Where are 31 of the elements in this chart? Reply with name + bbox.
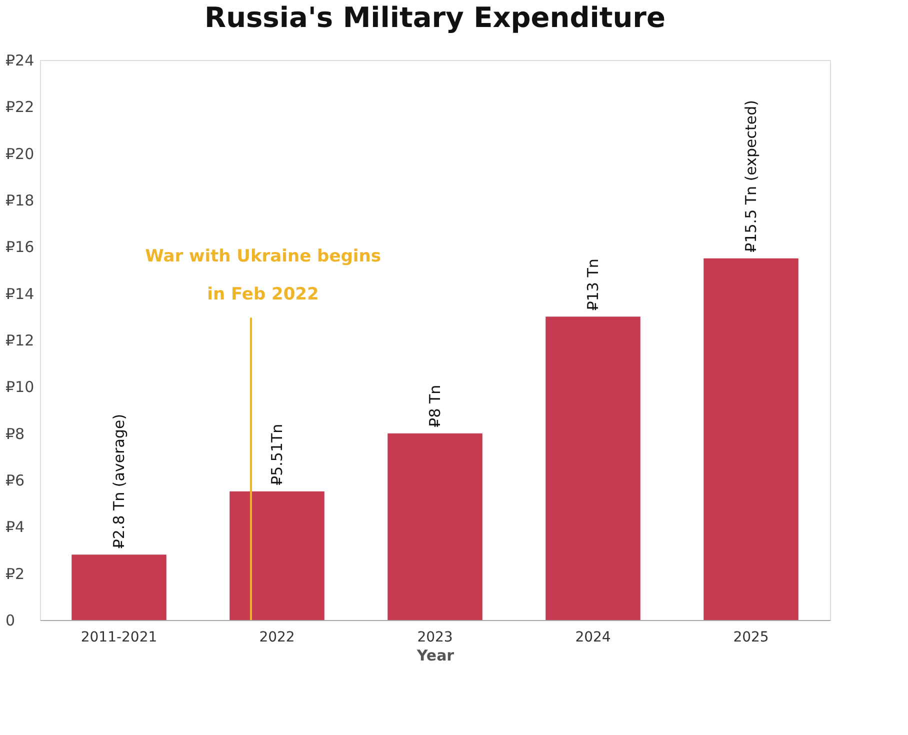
x-tick-label: 2025 (733, 630, 769, 646)
y-tick-label: ₽2 (6, 564, 25, 583)
data-label: ₽13 Tn (584, 258, 602, 311)
bar (388, 433, 482, 620)
x-tick-label: 2023 (417, 630, 453, 646)
x-tick-label: 2024 (575, 630, 611, 646)
ref-line-label: War with Ukraine begins in Feb 2022 (145, 246, 381, 305)
y-tick-label: ₽6 (6, 472, 25, 490)
y-tick-label: ₽4 (6, 518, 25, 536)
bar (72, 554, 166, 620)
y-tick-label: ₽16 (6, 238, 34, 256)
data-label: ₽5.51Tn (268, 424, 286, 486)
x-tick-label: 2022 (259, 630, 295, 646)
bar (546, 316, 640, 620)
data-label: ₽15.5 Tn (expected) (742, 100, 760, 252)
y-tick-label: ₽12 (6, 332, 34, 350)
bar (230, 491, 324, 620)
x-tick-label: 2011-2021 (80, 630, 158, 646)
y-tick-label: ₽14 (6, 284, 34, 303)
y-tick-label: ₽24 (6, 52, 34, 70)
bar (704, 258, 798, 620)
y-tick-label: ₽18 (6, 192, 34, 210)
chart-title: Russia's Military Expenditure (204, 1, 666, 34)
data-label: ₽8 Tn (426, 384, 444, 428)
data-label: ₽2.8 Tn (average) (110, 414, 128, 549)
y-tick-label: ₽20 (6, 144, 34, 163)
y-tick-label: ₽10 (6, 378, 34, 396)
y-tick-label: ₽8 (6, 424, 25, 443)
x-axis-title: Year (416, 646, 455, 664)
y-tick-label: ₽22 (6, 98, 34, 116)
y-tick-label: 0 (6, 612, 16, 630)
